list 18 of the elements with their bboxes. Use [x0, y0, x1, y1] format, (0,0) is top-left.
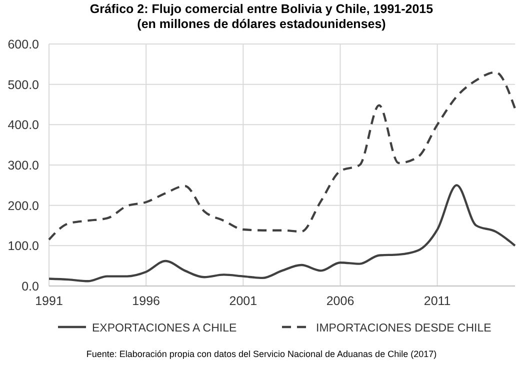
line-series: [48, 184, 516, 282]
x-tick-label: 2006: [326, 294, 354, 308]
y-tick-label: 400.0: [8, 118, 40, 132]
legend-label: IMPORTACIONES DESDE CHILE: [316, 322, 492, 334]
y-tick-label: 200.0: [8, 198, 40, 213]
x-tick-label: 1991: [35, 294, 63, 308]
source-note: Fuente: Elaboración propia con datos del Servicio Nacional de Aduanas de Chile (2017): [86, 349, 437, 359]
y-tick-label: 600.0: [8, 38, 40, 52]
chart-title: Gráfico 2: Flujo comercial entre Bolivia y Chile, 1991-2015 (en millones de dólares estadounidenses): [90, 2, 434, 31]
x-tick-label: 1996: [132, 294, 160, 308]
y-tick-label: 100.0: [8, 239, 40, 254]
x-tick-label: 2011: [424, 294, 451, 308]
y-tick-label: 0.0: [22, 280, 40, 294]
y-tick-label: 300.0: [8, 158, 40, 172]
legend-label: EXPORTACIONES A CHILE: [92, 322, 237, 334]
y-tick-label: 500.0: [8, 78, 40, 92]
x-tick-label: 2001: [229, 294, 258, 308]
line-series: [48, 71, 516, 241]
